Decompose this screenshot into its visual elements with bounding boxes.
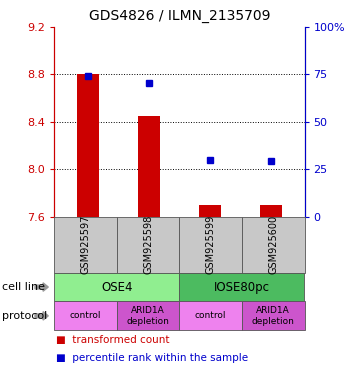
Text: IOSE80pc: IOSE80pc (214, 281, 270, 293)
Bar (77, 74, 98, 217)
Text: ■  percentile rank within the sample: ■ percentile rank within the sample (56, 353, 248, 363)
Text: GSM925599: GSM925599 (206, 215, 216, 275)
Bar (138, 116, 160, 217)
Text: control: control (70, 311, 101, 320)
Text: protocol: protocol (2, 311, 47, 321)
Bar (199, 205, 220, 217)
Title: GDS4826 / ILMN_2135709: GDS4826 / ILMN_2135709 (89, 9, 270, 23)
Text: OSE4: OSE4 (101, 281, 133, 293)
Text: GSM925598: GSM925598 (143, 215, 153, 275)
Text: ARID1A
depletion: ARID1A depletion (127, 306, 169, 326)
Text: GSM925597: GSM925597 (80, 215, 91, 275)
Bar (260, 205, 282, 217)
Text: control: control (195, 311, 226, 320)
Text: ■  transformed count: ■ transformed count (56, 335, 169, 345)
Text: cell line: cell line (2, 282, 45, 292)
Text: ARID1A
depletion: ARID1A depletion (252, 306, 295, 326)
Text: GSM925600: GSM925600 (268, 215, 278, 274)
